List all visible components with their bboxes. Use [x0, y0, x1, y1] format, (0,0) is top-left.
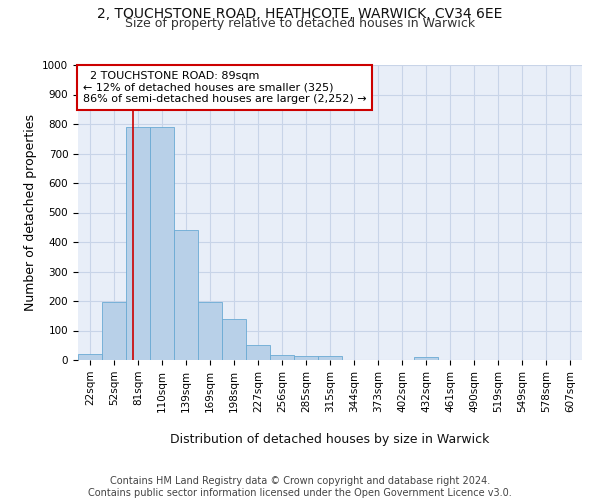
Bar	[150, 127, 174, 360]
Bar	[174, 230, 198, 360]
Y-axis label: Number of detached properties: Number of detached properties	[23, 114, 37, 311]
Text: Distribution of detached houses by size in Warwick: Distribution of detached houses by size …	[170, 432, 490, 446]
Text: Size of property relative to detached houses in Warwick: Size of property relative to detached ho…	[125, 18, 475, 30]
Text: 2, TOUCHSTONE ROAD, HEATHCOTE, WARWICK, CV34 6EE: 2, TOUCHSTONE ROAD, HEATHCOTE, WARWICK, …	[97, 8, 503, 22]
Bar	[270, 355, 294, 360]
Bar	[294, 356, 318, 360]
Bar	[222, 318, 246, 360]
Text: Contains HM Land Registry data © Crown copyright and database right 2024.
Contai: Contains HM Land Registry data © Crown c…	[88, 476, 512, 498]
Bar	[126, 127, 150, 360]
Bar	[414, 357, 438, 360]
Text: 2 TOUCHSTONE ROAD: 89sqm
← 12% of detached houses are smaller (325)
86% of semi-: 2 TOUCHSTONE ROAD: 89sqm ← 12% of detach…	[83, 71, 367, 104]
Bar	[102, 302, 126, 360]
Bar	[246, 345, 270, 360]
Bar	[318, 356, 342, 360]
Bar	[198, 302, 222, 360]
Bar	[78, 354, 102, 360]
